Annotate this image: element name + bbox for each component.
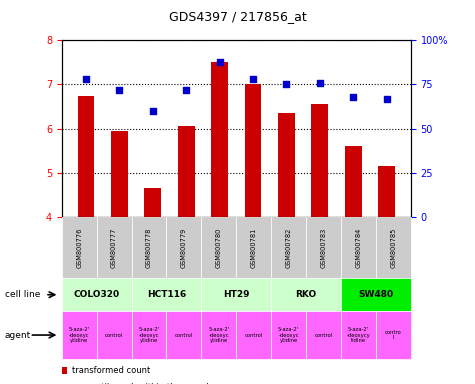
- Text: agent: agent: [5, 331, 31, 339]
- Text: control: control: [175, 333, 193, 338]
- Text: SW480: SW480: [359, 290, 393, 299]
- Text: control: control: [245, 333, 263, 338]
- Text: GSM800782: GSM800782: [285, 227, 292, 268]
- Point: [182, 87, 190, 93]
- Text: 5-aza-2'
-deoxyc
ytidine: 5-aza-2' -deoxyc ytidine: [138, 327, 160, 343]
- Text: cell line: cell line: [5, 290, 40, 299]
- Bar: [111, 131, 128, 217]
- Text: GSM800776: GSM800776: [76, 227, 82, 268]
- Text: control: control: [314, 333, 332, 338]
- Text: GSM800781: GSM800781: [251, 228, 257, 268]
- Point: [249, 76, 257, 82]
- Bar: [378, 166, 395, 217]
- Bar: [345, 146, 361, 217]
- Point: [115, 87, 123, 93]
- Text: GSM800779: GSM800779: [181, 228, 187, 268]
- Point: [316, 79, 323, 86]
- Point: [350, 94, 357, 100]
- Text: HCT116: HCT116: [147, 290, 186, 299]
- Bar: [144, 188, 161, 217]
- Bar: [77, 96, 95, 217]
- Text: GSM800778: GSM800778: [146, 227, 152, 268]
- Point: [283, 81, 290, 88]
- Text: GSM800777: GSM800777: [111, 227, 117, 268]
- Point: [383, 96, 390, 102]
- Text: GDS4397 / 217856_at: GDS4397 / 217856_at: [169, 10, 306, 23]
- Point: [216, 58, 223, 65]
- Text: 5-aza-2'
-deoxyc
ytidine: 5-aza-2' -deoxyc ytidine: [68, 327, 90, 343]
- Bar: [211, 62, 228, 217]
- Bar: [312, 104, 328, 217]
- Text: GSM800780: GSM800780: [216, 227, 222, 268]
- Text: percentile rank within the sample: percentile rank within the sample: [72, 383, 214, 384]
- Point: [149, 108, 157, 114]
- Text: contro
l: contro l: [385, 329, 402, 341]
- Bar: [245, 84, 261, 217]
- Text: GSM800785: GSM800785: [390, 227, 397, 268]
- Text: GSM800783: GSM800783: [321, 228, 327, 268]
- Point: [82, 76, 90, 82]
- Bar: [278, 113, 295, 217]
- Text: 5-aza-2'
-deoxyc
ytidine: 5-aza-2' -deoxyc ytidine: [278, 327, 299, 343]
- Text: 5-aza-2'
-deoxycy
tidine: 5-aza-2' -deoxycy tidine: [347, 327, 370, 343]
- Text: HT29: HT29: [223, 290, 249, 299]
- Text: RKO: RKO: [295, 290, 317, 299]
- Text: GSM800784: GSM800784: [355, 227, 361, 268]
- Text: control: control: [105, 333, 123, 338]
- Text: 5-aza-2'
-deoxyc
ytidine: 5-aza-2' -deoxyc ytidine: [208, 327, 229, 343]
- Text: COLO320: COLO320: [74, 290, 120, 299]
- Text: transformed count: transformed count: [72, 366, 150, 375]
- Bar: [178, 126, 195, 217]
